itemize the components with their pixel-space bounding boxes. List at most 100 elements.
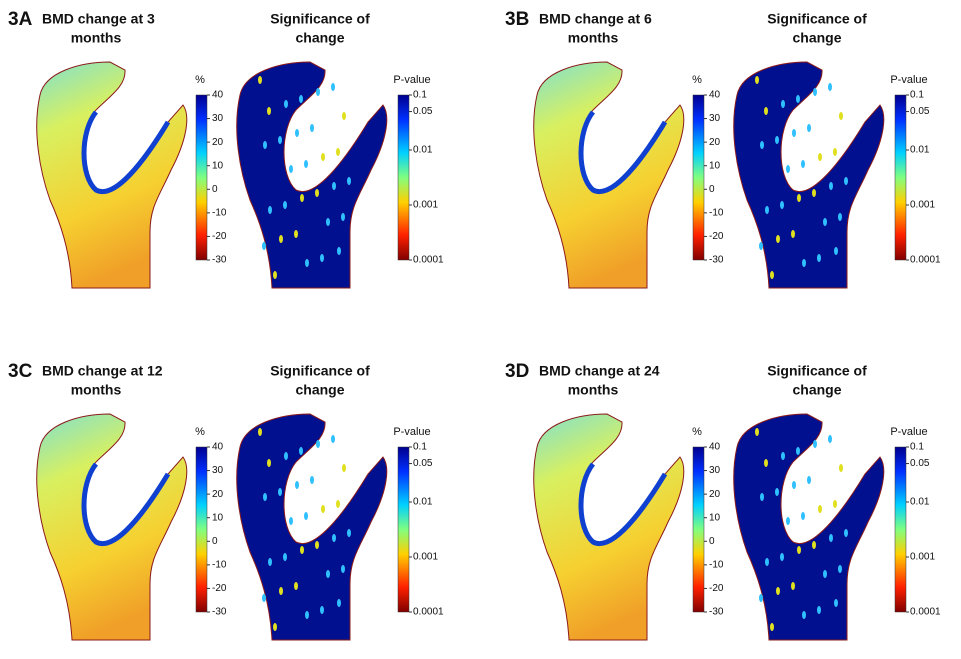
- map-spot: [320, 606, 324, 614]
- tick-label: 0.0001: [413, 255, 444, 266]
- map-spot: [321, 153, 325, 161]
- map-spot: [833, 500, 837, 508]
- significance-title: change: [792, 30, 841, 46]
- map-spot: [792, 481, 796, 489]
- tick-label: 10: [709, 512, 721, 523]
- map-spot: [258, 428, 262, 436]
- map-spot: [284, 100, 288, 108]
- tick-label: 0.001: [910, 552, 935, 563]
- map-spot: [273, 271, 277, 279]
- significance-title: change: [295, 30, 344, 46]
- colorbar-label: %: [692, 74, 702, 86]
- tick-label: 10: [212, 160, 224, 171]
- map-spot: [315, 189, 319, 197]
- map-title: months: [568, 30, 619, 46]
- significance-title: change: [792, 382, 841, 398]
- tick-label: 0.05: [910, 106, 930, 117]
- map-title: BMD change at 12: [42, 363, 163, 379]
- map-spot: [775, 488, 779, 496]
- tick-label: -10: [212, 207, 227, 218]
- map-spot: [764, 107, 768, 115]
- tick-label: 0.1: [413, 90, 427, 101]
- tick-label: 10: [212, 512, 224, 523]
- tick-label: 20: [709, 489, 721, 500]
- map-spot: [326, 218, 330, 226]
- map-spot: [284, 452, 288, 460]
- colorbar: [196, 95, 207, 260]
- tick-label: 20: [212, 489, 224, 500]
- colorbar: [398, 95, 409, 260]
- map-spot: [813, 88, 817, 96]
- map-spot: [299, 447, 303, 455]
- tick-label: 0.01: [413, 497, 433, 508]
- map-spot: [300, 194, 304, 202]
- map-spot: [267, 459, 271, 467]
- map-spot: [305, 611, 309, 619]
- significance-title: Significance of: [270, 11, 370, 27]
- map-spot: [283, 201, 287, 209]
- tick-label: 40: [709, 442, 721, 453]
- map-spot: [755, 428, 759, 436]
- map-spot: [780, 553, 784, 561]
- map-spot: [273, 623, 277, 631]
- map-spot: [326, 570, 330, 578]
- map-spot: [341, 565, 345, 573]
- map-spot: [332, 182, 336, 190]
- map-spot: [780, 201, 784, 209]
- map-spot: [791, 230, 795, 238]
- tick-label: 0: [709, 184, 715, 195]
- tick-label: 0: [709, 536, 715, 547]
- tick-label: 0.001: [413, 200, 438, 211]
- map-spot: [839, 112, 843, 120]
- tick-label: 0: [212, 184, 218, 195]
- tick-label: 30: [709, 465, 721, 476]
- map-spot: [791, 582, 795, 590]
- colorbar-label: P-value: [890, 74, 927, 86]
- tick-label: 0.0001: [413, 607, 444, 618]
- map-spot: [278, 136, 282, 144]
- map-spot: [300, 546, 304, 554]
- map-title: months: [568, 382, 619, 398]
- map-title: months: [71, 30, 122, 46]
- tick-label: -30: [709, 255, 724, 266]
- map-spot: [792, 129, 796, 137]
- colorbar: [895, 95, 906, 260]
- map-spot: [796, 447, 800, 455]
- map-spot: [812, 189, 816, 197]
- map-spot: [316, 440, 320, 448]
- tick-label: 0.1: [910, 90, 924, 101]
- figure: 3ABMD change at 3monthsSignificance ofch…: [0, 0, 961, 654]
- tick-label: -10: [709, 207, 724, 218]
- tick-label: 0.1: [910, 442, 924, 453]
- significance-title: Significance of: [270, 363, 370, 379]
- colorbar: [398, 447, 409, 612]
- map-spot: [336, 500, 340, 508]
- panel-label: 3B: [505, 9, 529, 30]
- map-spot: [781, 100, 785, 108]
- tick-label: -30: [212, 607, 227, 618]
- significance-title: change: [295, 382, 344, 398]
- bmd-map: [37, 62, 187, 288]
- significance-title: Significance of: [767, 363, 867, 379]
- tick-label: 0.05: [413, 106, 433, 117]
- tick-label: 0.01: [910, 145, 930, 156]
- map-spot: [304, 512, 308, 520]
- tick-label: 0.001: [413, 552, 438, 563]
- tick-label: 0.05: [413, 458, 433, 469]
- tick-label: 0.01: [413, 145, 433, 156]
- tick-label: 0.001: [910, 200, 935, 211]
- map-spot: [844, 529, 848, 537]
- tick-label: -30: [212, 255, 227, 266]
- panel-label: 3A: [8, 9, 33, 30]
- map-spot: [760, 141, 764, 149]
- map-spot: [764, 459, 768, 467]
- map-spot: [347, 177, 351, 185]
- map-spot: [263, 141, 267, 149]
- bmd-map: [37, 414, 187, 640]
- panel-label: 3C: [8, 361, 33, 382]
- map-spot: [332, 534, 336, 542]
- colorbar-label: %: [692, 426, 702, 438]
- tick-label: 30: [212, 465, 224, 476]
- map-spot: [839, 464, 843, 472]
- map-spot: [776, 587, 780, 595]
